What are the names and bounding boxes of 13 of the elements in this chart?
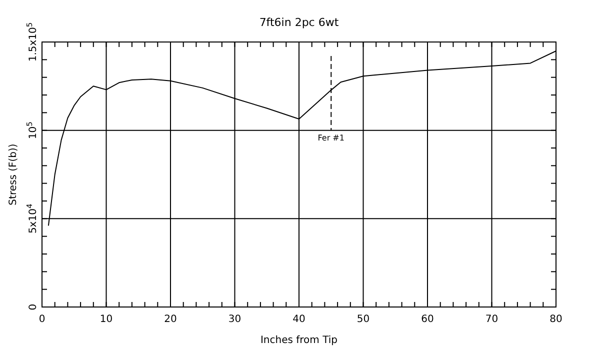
x-tick-label: 70 bbox=[485, 314, 498, 325]
x-tick-label: 10 bbox=[100, 314, 113, 325]
x-tick-label: 20 bbox=[164, 314, 177, 325]
y-axis-title: Stress (F(b)) bbox=[8, 144, 19, 206]
x-tick-label: 80 bbox=[550, 314, 562, 325]
ref-line-label: Fer #1 bbox=[318, 133, 344, 142]
chart-title: 7ft6in 2pc 6wt bbox=[259, 16, 340, 29]
x-tick-label: 30 bbox=[228, 314, 242, 325]
y-tick-label: 0 bbox=[28, 304, 39, 310]
x-tick-label: 60 bbox=[421, 314, 434, 325]
x-axis-title: Inches from Tip bbox=[260, 335, 338, 346]
x-tick-label: 40 bbox=[292, 314, 306, 325]
x-tick-label: 50 bbox=[356, 314, 370, 325]
